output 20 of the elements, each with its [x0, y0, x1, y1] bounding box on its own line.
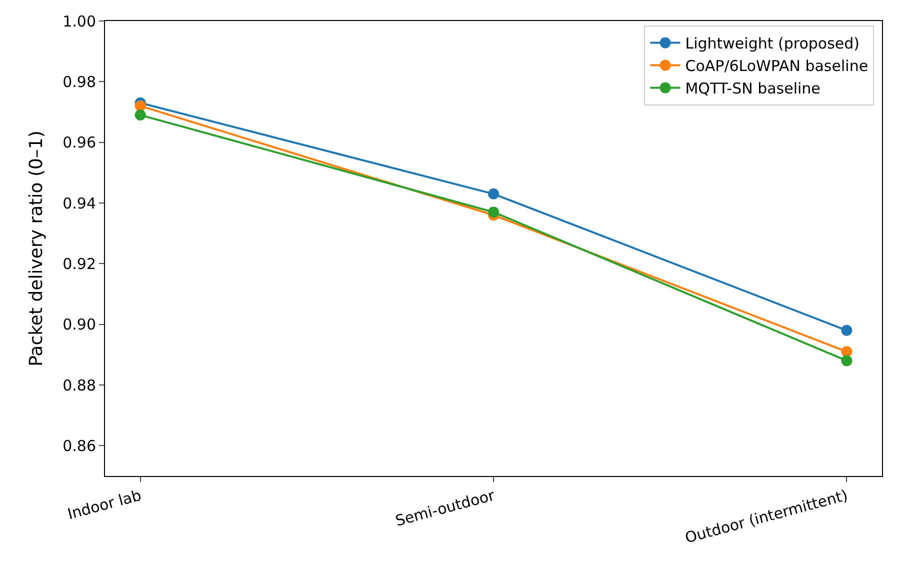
legend-label: CoAP/6LoWPAN baseline [685, 57, 868, 76]
y-axis-title: Packet delivery ratio (0–1) [26, 130, 47, 366]
point [841, 346, 852, 358]
legend-label: Lightweight (proposed) [685, 34, 860, 53]
y-tick-label: 0.90 [62, 316, 96, 334]
point [841, 324, 852, 336]
point [841, 355, 852, 366]
y-tick-label: 0.92 [62, 254, 96, 273]
legend-label: MQTT-SN baseline [685, 80, 820, 98]
y-tick-label: 0.96 [62, 134, 96, 152]
y-tick-label: 1.00 [62, 12, 96, 30]
point [488, 206, 499, 218]
x-tick-label: Indoor lab [66, 486, 144, 524]
y-tick-label: 0.86 [62, 436, 96, 455]
point [134, 110, 146, 121]
y-tick-label: 0.88 [62, 376, 96, 394]
point [488, 188, 499, 200]
point [134, 100, 146, 112]
y-tick-label: 0.98 [62, 72, 96, 91]
y-tick-label: 0.94 [62, 194, 96, 212]
